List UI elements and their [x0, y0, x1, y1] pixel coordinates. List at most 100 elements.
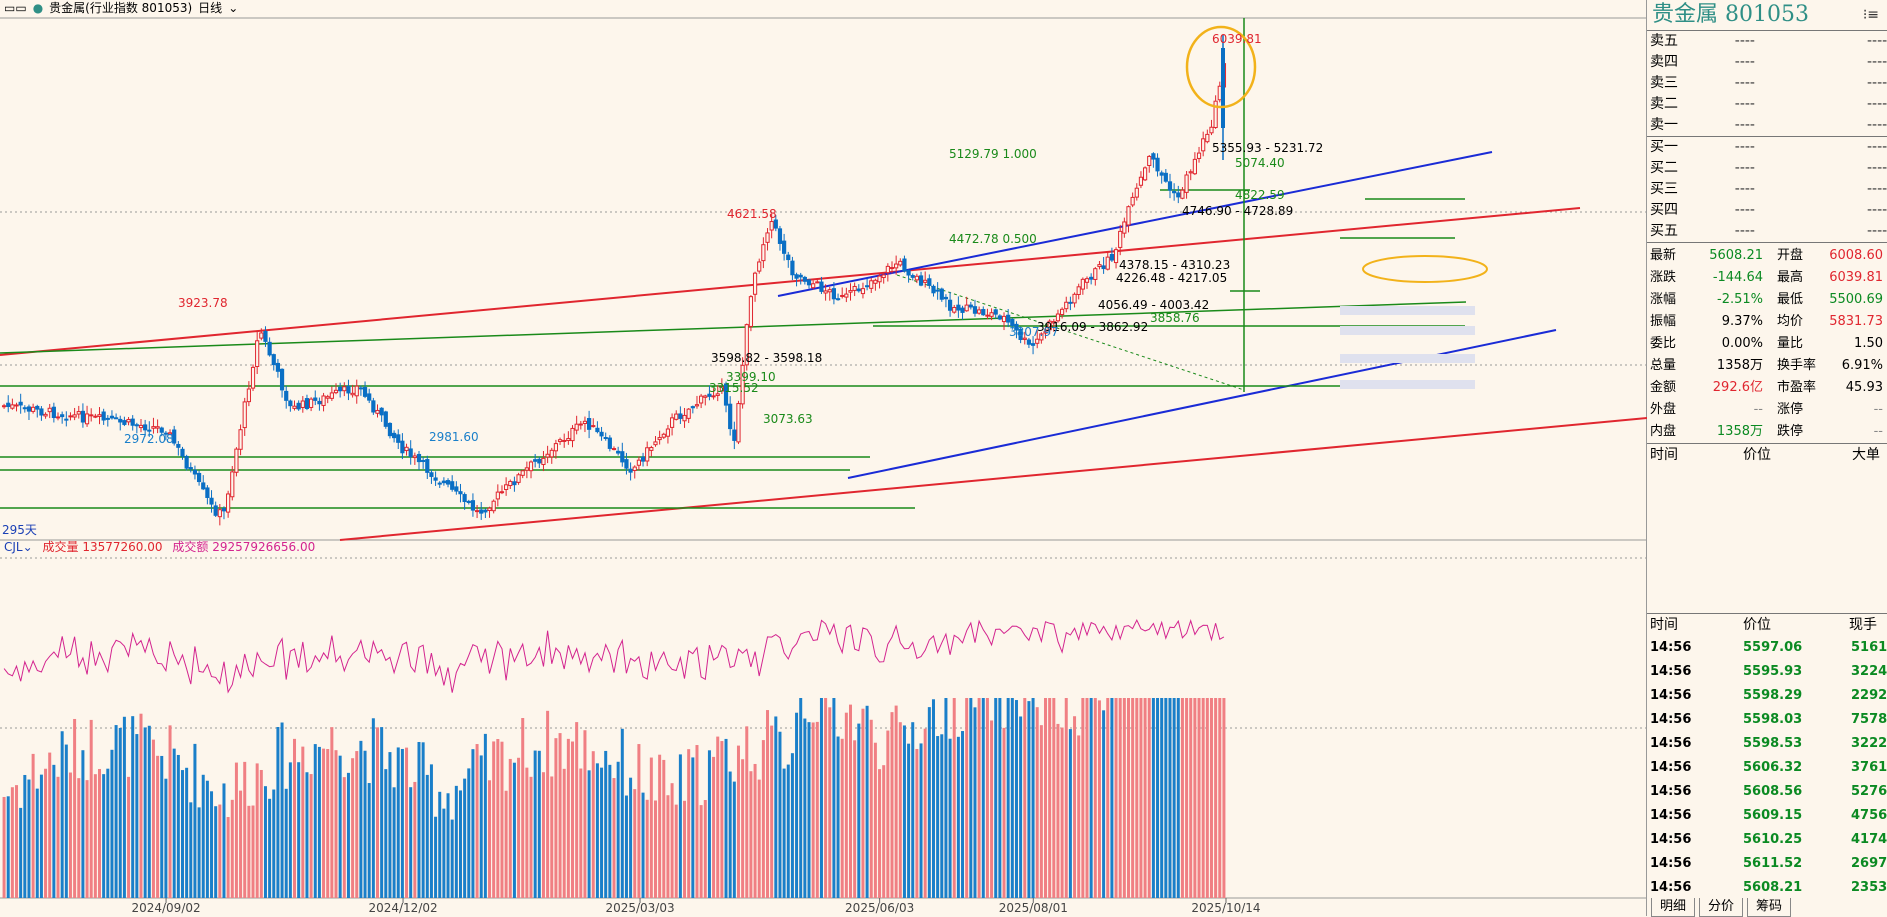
candle-body — [898, 260, 903, 266]
candle-body — [1010, 318, 1015, 327]
volume-bar — [1172, 698, 1176, 898]
candle-body — [130, 418, 135, 426]
trade-row[interactable]: 14:56 5609.15 4756 — [1647, 804, 1887, 828]
volume-bar — [712, 756, 716, 898]
trade-price: 5611.52 — [1743, 856, 1803, 871]
candle-body — [1047, 320, 1052, 331]
candle-body — [138, 424, 144, 429]
amount-value: 29257926656.00 — [212, 540, 316, 554]
candle-body — [1097, 264, 1102, 268]
highlight-circle — [1185, 25, 1257, 109]
candle-body — [163, 432, 168, 435]
volume-bar — [288, 762, 292, 898]
candle-body — [989, 312, 994, 317]
panel-title-text: 贵金属 801053 — [1652, 2, 1809, 27]
volume-bar — [454, 785, 458, 898]
candle-body — [433, 477, 438, 481]
trade-row[interactable]: 14:56 5606.32 3761 — [1647, 756, 1887, 780]
volume-bar — [728, 771, 732, 898]
trade-row[interactable]: 14:56 5598.03 7578 — [1647, 708, 1887, 732]
candle-body — [55, 416, 61, 419]
tab-筹码[interactable]: 筹码 — [1747, 898, 1792, 917]
annotation-label: 5355.93 - 5231.72 — [1212, 141, 1323, 155]
candle-body — [790, 260, 795, 276]
volume-bar — [2, 796, 6, 898]
sell-level-label: 卖四 — [1650, 54, 1678, 70]
candle-body — [159, 427, 164, 433]
candle-body — [1151, 153, 1156, 160]
trade-row[interactable]: 14:56 5610.25 4174 — [1647, 828, 1887, 852]
volume-bar — [44, 768, 48, 898]
volume-bar — [1222, 698, 1226, 898]
trade-list[interactable]: 14:56 5597.06 5161 14:56 5595.93 3224 14:56 559… — [1647, 636, 1887, 900]
candle-body — [39, 408, 44, 416]
volume-bar — [508, 758, 512, 898]
volume-bar — [122, 716, 126, 898]
trade-row[interactable]: 14:56 5608.21 2353 — [1647, 876, 1887, 900]
volume-bar — [865, 705, 869, 898]
candle-body — [279, 368, 285, 391]
candle-body — [678, 413, 683, 419]
candle-body — [22, 407, 27, 410]
trade-row[interactable]: 14:56 5608.56 5276 — [1647, 780, 1887, 804]
candle-body — [711, 395, 716, 398]
menu-icon[interactable]: ⁝≡ — [1862, 7, 1879, 23]
price-chart[interactable]: 2024/09/02 2024/12/02 2025/03/03 2025/06/03… — [0, 0, 1647, 916]
volume-bar — [633, 789, 637, 898]
col-price: 价位 — [1743, 447, 1771, 463]
volume-bar — [467, 768, 471, 898]
annotation-label: 3858.76 — [1150, 311, 1200, 325]
volume-bar — [861, 708, 865, 898]
chart-header: ▭▭ ● 贵金属(行业指数 801053) 日线 ⌄ — [0, 0, 1647, 17]
sell-level-label: 卖一 — [1650, 117, 1678, 133]
volume-bar — [956, 736, 960, 898]
trade-volume: 2353 — [1851, 880, 1887, 895]
trade-time: 14:56 — [1650, 832, 1692, 847]
volume-bar — [77, 778, 81, 898]
volume-bar — [612, 778, 616, 898]
candle-body — [445, 480, 451, 485]
candle-body — [205, 487, 210, 498]
candle-body — [935, 289, 940, 292]
volume-bar — [562, 768, 566, 898]
stat-row: 内盘 1358万 跌停 -- — [1647, 421, 1887, 443]
trade-row[interactable]: 14:56 5598.29 2292 — [1647, 684, 1887, 708]
trade-row[interactable]: 14:56 5611.52 2697 — [1647, 852, 1887, 876]
kline-chart-area[interactable]: 2024/09/02 2024/12/02 2025/03/03 2025/06/03… — [0, 0, 1647, 916]
candle-body — [1188, 171, 1193, 174]
candle-body — [358, 387, 364, 390]
buy-level-row: 买三 ---- ---- — [1647, 179, 1887, 200]
period-selector[interactable]: 日线 ⌄ — [198, 1, 244, 15]
candle-body — [109, 415, 115, 419]
volume-bar — [425, 774, 429, 898]
volume-bar — [537, 750, 541, 898]
window-mode-icon[interactable]: ▭▭ — [4, 1, 27, 15]
candle-body — [6, 402, 11, 408]
volume-bar — [819, 698, 823, 898]
volume-bar — [218, 804, 222, 898]
volume-bar — [774, 716, 778, 898]
volume-bar — [753, 763, 757, 898]
red-trend-lower — [339, 417, 1647, 541]
trade-row[interactable]: 14:56 5598.53 3222 — [1647, 732, 1887, 756]
volume-bar — [1205, 698, 1209, 898]
candle-body — [632, 466, 637, 471]
candle-body — [275, 362, 281, 372]
candle-body — [300, 400, 305, 408]
sell-level-row: 卖一 ---- ---- — [1647, 115, 1887, 136]
candle-body — [852, 285, 857, 291]
candle-body — [947, 299, 953, 311]
sell-level-label: 卖三 — [1650, 75, 1678, 91]
candle-body — [362, 387, 368, 397]
tab-明细[interactable]: 明细 — [1651, 898, 1696, 917]
annotation-label: 4378.15 - 4310.23 — [1119, 258, 1230, 272]
volume-bar — [931, 699, 935, 898]
trade-row[interactable]: 14:56 5597.06 5161 — [1647, 636, 1887, 660]
candle-body — [1126, 206, 1131, 226]
tab-分价[interactable]: 分价 — [1699, 898, 1744, 917]
indicator-selector[interactable]: CJL⌄ — [4, 540, 33, 554]
stat-label: 委比 — [1650, 336, 1677, 351]
sell-level-price: ---- — [1734, 33, 1755, 49]
volume-bar — [637, 744, 641, 898]
trade-row[interactable]: 14:56 5595.93 3224 — [1647, 660, 1887, 684]
